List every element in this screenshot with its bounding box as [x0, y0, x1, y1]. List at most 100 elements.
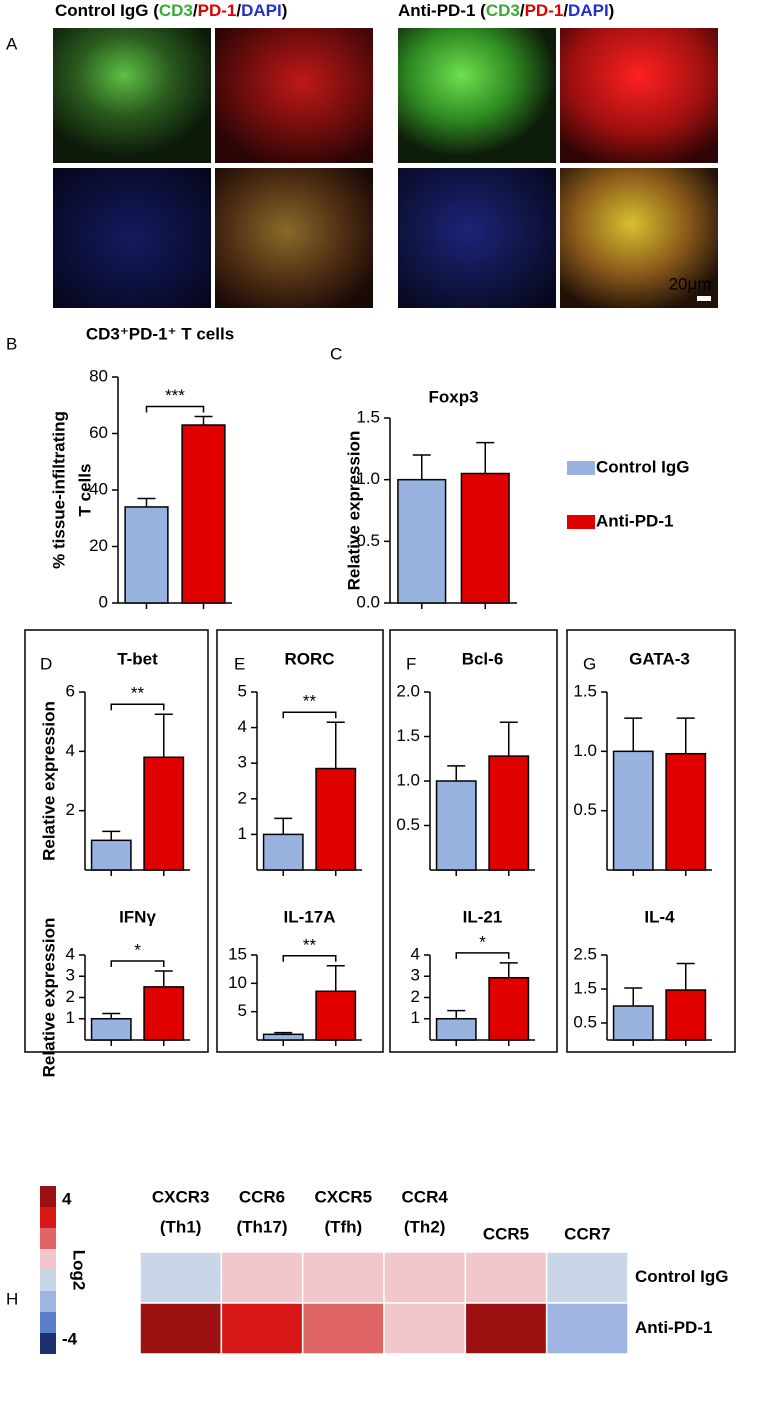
- heatmap-cell: [220, 1251, 304, 1304]
- heatmap-cell: [139, 1251, 223, 1304]
- panel-label: H: [6, 1289, 18, 1308]
- bar: [488, 755, 530, 871]
- bar-chart: B CD3⁺PD-1⁺ T cells % tissue-infiltrating T…: [6, 324, 234, 611]
- y-tick-label: 3: [411, 966, 420, 985]
- title-part: DAPI: [568, 1, 609, 20]
- significance-label: **: [303, 692, 317, 711]
- panel-label: G: [583, 654, 596, 673]
- y-tick-label: 6: [66, 681, 75, 700]
- heatmap-cell: [301, 1302, 385, 1355]
- panel-frame: [566, 629, 736, 1053]
- significance-bracket: [145, 405, 205, 413]
- heatmap: H CXCR3 (Th1) CCR6 (Th17) CXCR5 (Tfh) CCR4 (Th2)…: [6, 1186, 728, 1355]
- chart-title: IFNγ: [119, 907, 156, 926]
- bar: [315, 990, 357, 1041]
- y-tick-label: 0.5: [396, 815, 420, 834]
- title-part: /: [193, 1, 198, 20]
- column-label: CCR5: [483, 1224, 529, 1243]
- legend-swatch: [567, 515, 595, 529]
- micrograph: [398, 168, 556, 308]
- y-tick-label: 2.0: [396, 681, 420, 700]
- column-label: CCR4: [402, 1187, 449, 1206]
- panel-boxes: [24, 629, 736, 1053]
- y-tick-label: 2: [66, 800, 75, 819]
- legend-label: Control IgG: [596, 457, 689, 476]
- y-tick-label: 1.5: [396, 726, 420, 745]
- title-part: /: [520, 1, 525, 20]
- panel-label: F: [406, 654, 416, 673]
- y-tick-label: 1.0: [356, 469, 380, 488]
- y-tick-label: 4: [66, 741, 75, 760]
- panel-label: B: [6, 334, 17, 353]
- y-tick-label: 2: [411, 987, 420, 1006]
- y-tick-label: 1.5: [356, 407, 380, 426]
- row-label: Control IgG: [635, 1267, 728, 1286]
- heatmap-cell: [545, 1302, 629, 1355]
- y-tick-label: 4: [411, 944, 420, 963]
- micrograph: [560, 28, 718, 163]
- column-label: CXCR5: [315, 1187, 373, 1206]
- y-tick-label: 10: [228, 973, 247, 992]
- panel-frame: [24, 629, 209, 1053]
- y-tick-label: 1.0: [573, 741, 597, 760]
- title-part: CD3: [159, 1, 193, 20]
- bar: [262, 833, 304, 871]
- colorbar-step: [40, 1186, 56, 1207]
- y-tick-label: 4: [238, 717, 247, 736]
- y-axis-label: Relative expression: [39, 918, 58, 1078]
- bar: [90, 1018, 132, 1041]
- bar: [143, 756, 185, 871]
- colorbar-step: [40, 1270, 56, 1291]
- title-part: /: [236, 1, 241, 20]
- y-axis-label: Relative expression: [39, 701, 58, 861]
- significance-label: *: [479, 932, 486, 951]
- chart-title: RORC: [284, 649, 334, 668]
- panel-a-title: Anti-PD-1 (CD3/PD-1/DAPI): [398, 1, 614, 20]
- y-axis-label: % tissue-infiltrating: [49, 411, 68, 569]
- y-tick-label: 15: [228, 944, 247, 963]
- panel-label: A: [6, 34, 18, 53]
- y-tick-label: 1.5: [573, 681, 597, 700]
- y-tick-label: 0.5: [356, 531, 380, 550]
- title-part: Control IgG (: [55, 1, 159, 20]
- chart-title: IL-17A: [284, 907, 336, 926]
- heatmap-cell: [301, 1251, 385, 1304]
- significance-bracket: [110, 703, 165, 711]
- y-tick-label: 3: [238, 753, 247, 772]
- micrograph: [53, 28, 211, 163]
- colorbar-tick-label: 4: [62, 1189, 72, 1208]
- bar: [612, 1005, 654, 1041]
- bar: [435, 780, 477, 871]
- colorbar-step: [40, 1312, 56, 1333]
- y-tick-label: 3: [66, 966, 75, 985]
- bar: [143, 986, 185, 1041]
- colorbar-step: [40, 1333, 56, 1354]
- column-label: CCR6: [239, 1187, 285, 1206]
- y-tick-label: 20: [89, 536, 108, 555]
- scale-bar-label: 20μm: [669, 274, 712, 293]
- bar: [315, 767, 357, 871]
- heatmap-cell: [464, 1251, 548, 1304]
- y-tick-label: 1.0: [396, 770, 420, 789]
- significance-label: ***: [165, 386, 185, 405]
- y-axis-label: T cells: [75, 464, 94, 517]
- micrograph: [560, 168, 718, 308]
- y-tick-label: 2: [66, 987, 75, 1006]
- y-tick-label: 1: [238, 824, 247, 843]
- y-tick-label: 5: [238, 681, 247, 700]
- bar: [262, 1033, 304, 1041]
- panel-a: A Control IgG (CD3/PD-1/DAPI) Anti-PD-1 (…: [6, 1, 718, 308]
- heatmap-cell: [545, 1251, 629, 1304]
- micrograph: [53, 168, 211, 308]
- column-label: (Tfh): [324, 1217, 362, 1236]
- colorbar-step: [40, 1207, 56, 1228]
- title-part: Anti-PD-1 (: [398, 1, 486, 20]
- bar-chart: IL-4 0.5 1.5 2.5: [573, 907, 712, 1046]
- heatmap-cell: [383, 1302, 467, 1355]
- bar-chart: IL-17A 5 10 15 **: [228, 907, 362, 1046]
- bar-chart: IFNγ Relative expression 1 2 3 4 *: [39, 907, 190, 1077]
- title-part: ): [282, 1, 288, 20]
- title-part: CD3: [486, 1, 520, 20]
- title-part: PD-1: [198, 1, 237, 20]
